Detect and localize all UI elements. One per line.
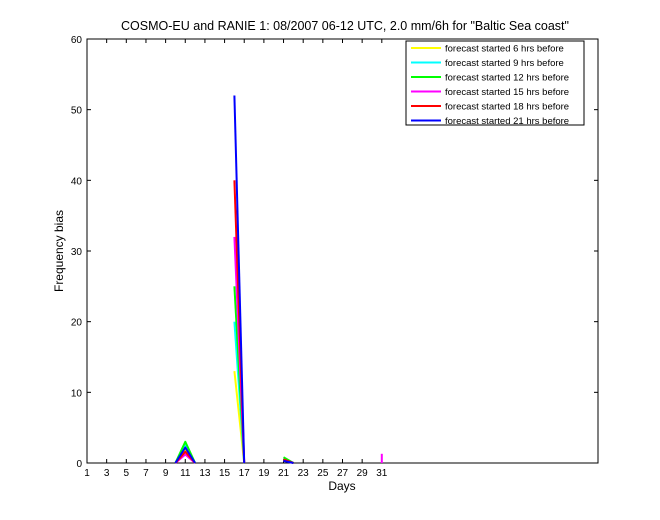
- x-tick-label: 1: [84, 468, 90, 479]
- series-line-6: [233, 95, 246, 464]
- series-line-3: [174, 440, 197, 464]
- legend: forecast started 6 hrs before forecast st…: [405, 40, 585, 127]
- legend-label: forecast started 6 hrs before: [445, 44, 564, 55]
- y-tick-label: 60: [71, 35, 83, 46]
- y-tick-label: 30: [71, 247, 83, 258]
- x-tick-label: 17: [239, 468, 251, 479]
- x-tick-label: 29: [357, 468, 369, 479]
- y-tick-label: 40: [71, 176, 83, 187]
- x-tick-label: 19: [258, 468, 270, 479]
- legend-items: forecast started 6 hrs before forecast st…: [411, 44, 569, 127]
- x-axis: 1 3 5 7 9 11 13 15 17 19 21 23 25 27 29 31: [84, 39, 388, 479]
- x-tick-label: 15: [219, 468, 231, 479]
- x-tick-label: 7: [143, 468, 149, 479]
- legend-label: forecast started 15 hrs before: [445, 87, 569, 98]
- legend-box: [405, 40, 585, 126]
- x-tick-label: 11: [180, 468, 191, 479]
- x-tick-label: 5: [124, 468, 130, 479]
- legend-label: forecast started 21 hrs before: [445, 116, 569, 127]
- x-tick-label: 31: [376, 468, 388, 479]
- x-axis-label: Days: [328, 479, 355, 493]
- legend-label: forecast started 9 hrs before: [445, 58, 564, 69]
- x-tick-label: 3: [104, 468, 110, 479]
- y-tick-label: 20: [71, 318, 83, 329]
- x-tick-label: 23: [298, 468, 310, 479]
- legend-label: forecast started 18 hrs before: [445, 102, 569, 113]
- y-axis: 0 10 20 30 40 50 60: [71, 35, 598, 470]
- x-tick-label: 25: [317, 468, 329, 479]
- x-tick-label: 9: [163, 468, 169, 479]
- x-tick-label: 27: [337, 468, 349, 479]
- series-line-6: [174, 446, 196, 464]
- y-tick-label: 10: [71, 388, 83, 399]
- plot-lines: [174, 95, 383, 464]
- legend-label: forecast started 12 hrs before: [445, 73, 569, 84]
- series-line-6: [283, 459, 294, 464]
- y-tick-label: 50: [71, 106, 83, 117]
- x-tick-label: 13: [199, 468, 211, 479]
- y-tick-label: 0: [76, 459, 82, 470]
- chart-title: COSMO-EU and RANIE 1: 08/2007 06-12 UTC,…: [121, 19, 569, 33]
- y-axis-label: Frequency bias: [52, 210, 66, 292]
- x-tick-label: 21: [278, 468, 290, 479]
